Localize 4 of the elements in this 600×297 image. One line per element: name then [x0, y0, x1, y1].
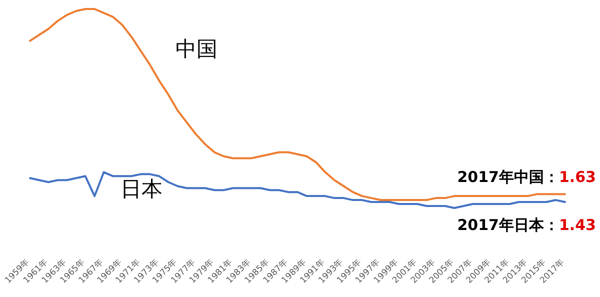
- annotation: 2017年日本：1.43: [457, 216, 596, 234]
- annotation: 2017年中国：1.63: [457, 168, 596, 186]
- series-name: 日本: [120, 177, 163, 202]
- series-name: 中国: [175, 37, 218, 61]
